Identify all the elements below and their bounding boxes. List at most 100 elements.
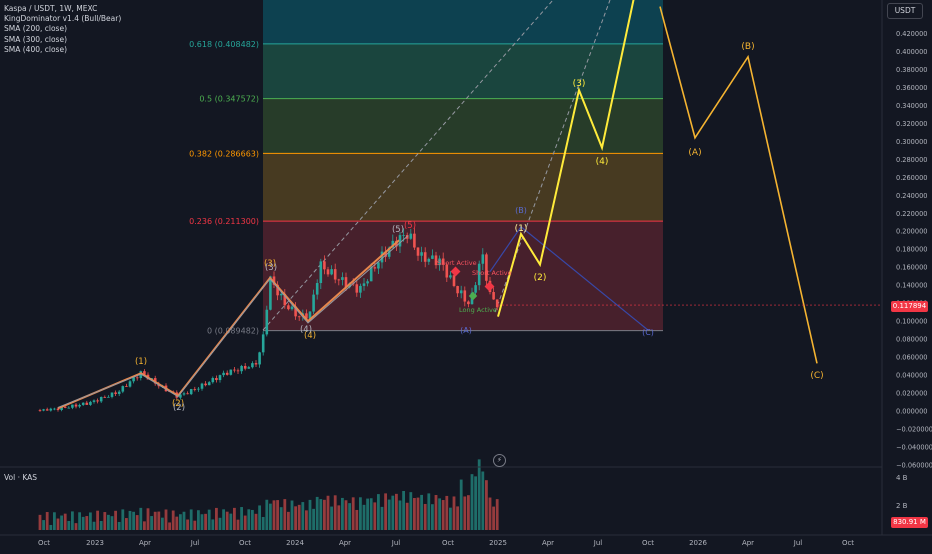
candle [373,267,377,269]
volume-bar [110,516,114,530]
volume-bar [481,471,485,530]
x-tick-label: Jul [190,539,200,547]
volume-bar [290,500,294,530]
elliott-past-label: (2) [172,399,184,409]
y-tick-label: 0.180000 [896,246,927,254]
candle [495,299,499,308]
volume-bar [297,504,301,530]
candle [81,402,85,405]
volume-bar [121,509,125,530]
candle [225,372,229,375]
candle [474,285,477,293]
volume-bar [423,503,427,530]
fib-zone [263,221,663,331]
candle [258,352,261,365]
volume-bar [272,500,276,530]
y-tick-label: 0.240000 [896,192,927,200]
volume-bar [495,499,499,530]
candle [362,283,366,286]
elliott-past-label-alt: (2) [173,403,185,413]
signal-label: Short Active [437,259,477,267]
candle [333,269,337,280]
volume-bar [305,510,308,530]
volume-bar [74,523,78,530]
indicator-sma-300[interactable]: SMA (300, close) [4,34,67,44]
volume-bar [265,499,269,530]
y-tick-label: 0.400000 [896,48,927,56]
candle [330,269,333,275]
indicator-kingdominator[interactable]: KingDominator v1.4 (Bull/Bear) [4,14,122,24]
candle [135,377,139,379]
candle [391,240,395,248]
currency-button[interactable]: USDT [887,3,923,19]
volume-bar [211,519,215,530]
fib-level-label: 0.5 (0.347572) [199,95,259,104]
volume-bar [456,506,459,530]
volume-bar [308,499,312,530]
y-tick-label: 0.200000 [896,228,927,236]
volume-bar [337,505,341,530]
candle [355,284,359,293]
elliott-past-label-alt: (3) [265,263,277,273]
flash-icon[interactable]: ⚡ [493,454,506,467]
indicator-sma-200[interactable]: SMA (200, close) [4,24,67,34]
candle [222,372,225,376]
y-tick-label: 0.380000 [896,66,927,74]
candle [369,267,373,282]
candle [186,393,189,395]
candle [366,281,369,284]
x-tick-label: 2026 [689,539,707,547]
candle [467,301,470,305]
candle [103,396,107,398]
candle [215,378,218,381]
volume-bar [366,498,369,530]
volume-bar [132,511,135,530]
candle [269,276,272,310]
volume-bar [416,497,420,530]
volume-bar [42,520,45,530]
candle [229,369,233,375]
volume-bar [445,495,449,530]
elliott-past-label: (3) [264,259,276,269]
candle [420,252,423,256]
candle [344,277,348,288]
elliott-projection-impulse [497,0,635,317]
candle [312,294,315,312]
x-tick-label: Apr [139,539,151,547]
x-tick-label: 2024 [286,539,304,547]
volume-bar [452,496,456,530]
candle [110,392,114,397]
blue-wave-label: (A) [460,326,472,335]
volume-bar [463,496,467,530]
volume-bar [438,498,441,530]
candle [92,400,96,402]
symbol-title[interactable]: Kaspa / USDT, 1W, MEXC [4,4,98,13]
short-signal-marker [484,281,495,292]
candle [305,313,308,319]
candle [132,377,135,382]
x-tick-label: Apr [542,539,554,547]
y-tick-label: 0.320000 [896,120,927,128]
volume-bar [485,480,488,530]
blue-wave-label: (B) [515,206,527,215]
volume-bar [287,511,290,530]
volume-bar [333,495,337,530]
indicator-sma-400[interactable]: SMA (400, close) [4,44,67,54]
candle [45,409,49,411]
volume-bar [387,499,391,530]
volume-bar [276,500,279,530]
y-tick-label: 0.360000 [896,84,927,92]
x-tick-label: Jul [391,539,401,547]
volume-legend[interactable]: Vol · KAS [4,473,38,482]
candle [63,406,67,408]
elliott-projection-label: (4) [596,157,609,167]
elliott-past-label: (5) [404,221,416,231]
volume-bar [99,520,103,530]
candle [272,276,276,285]
candle [193,389,197,390]
volume-bar [193,520,197,530]
volume-bar [341,497,344,530]
volume-bar [492,506,495,530]
